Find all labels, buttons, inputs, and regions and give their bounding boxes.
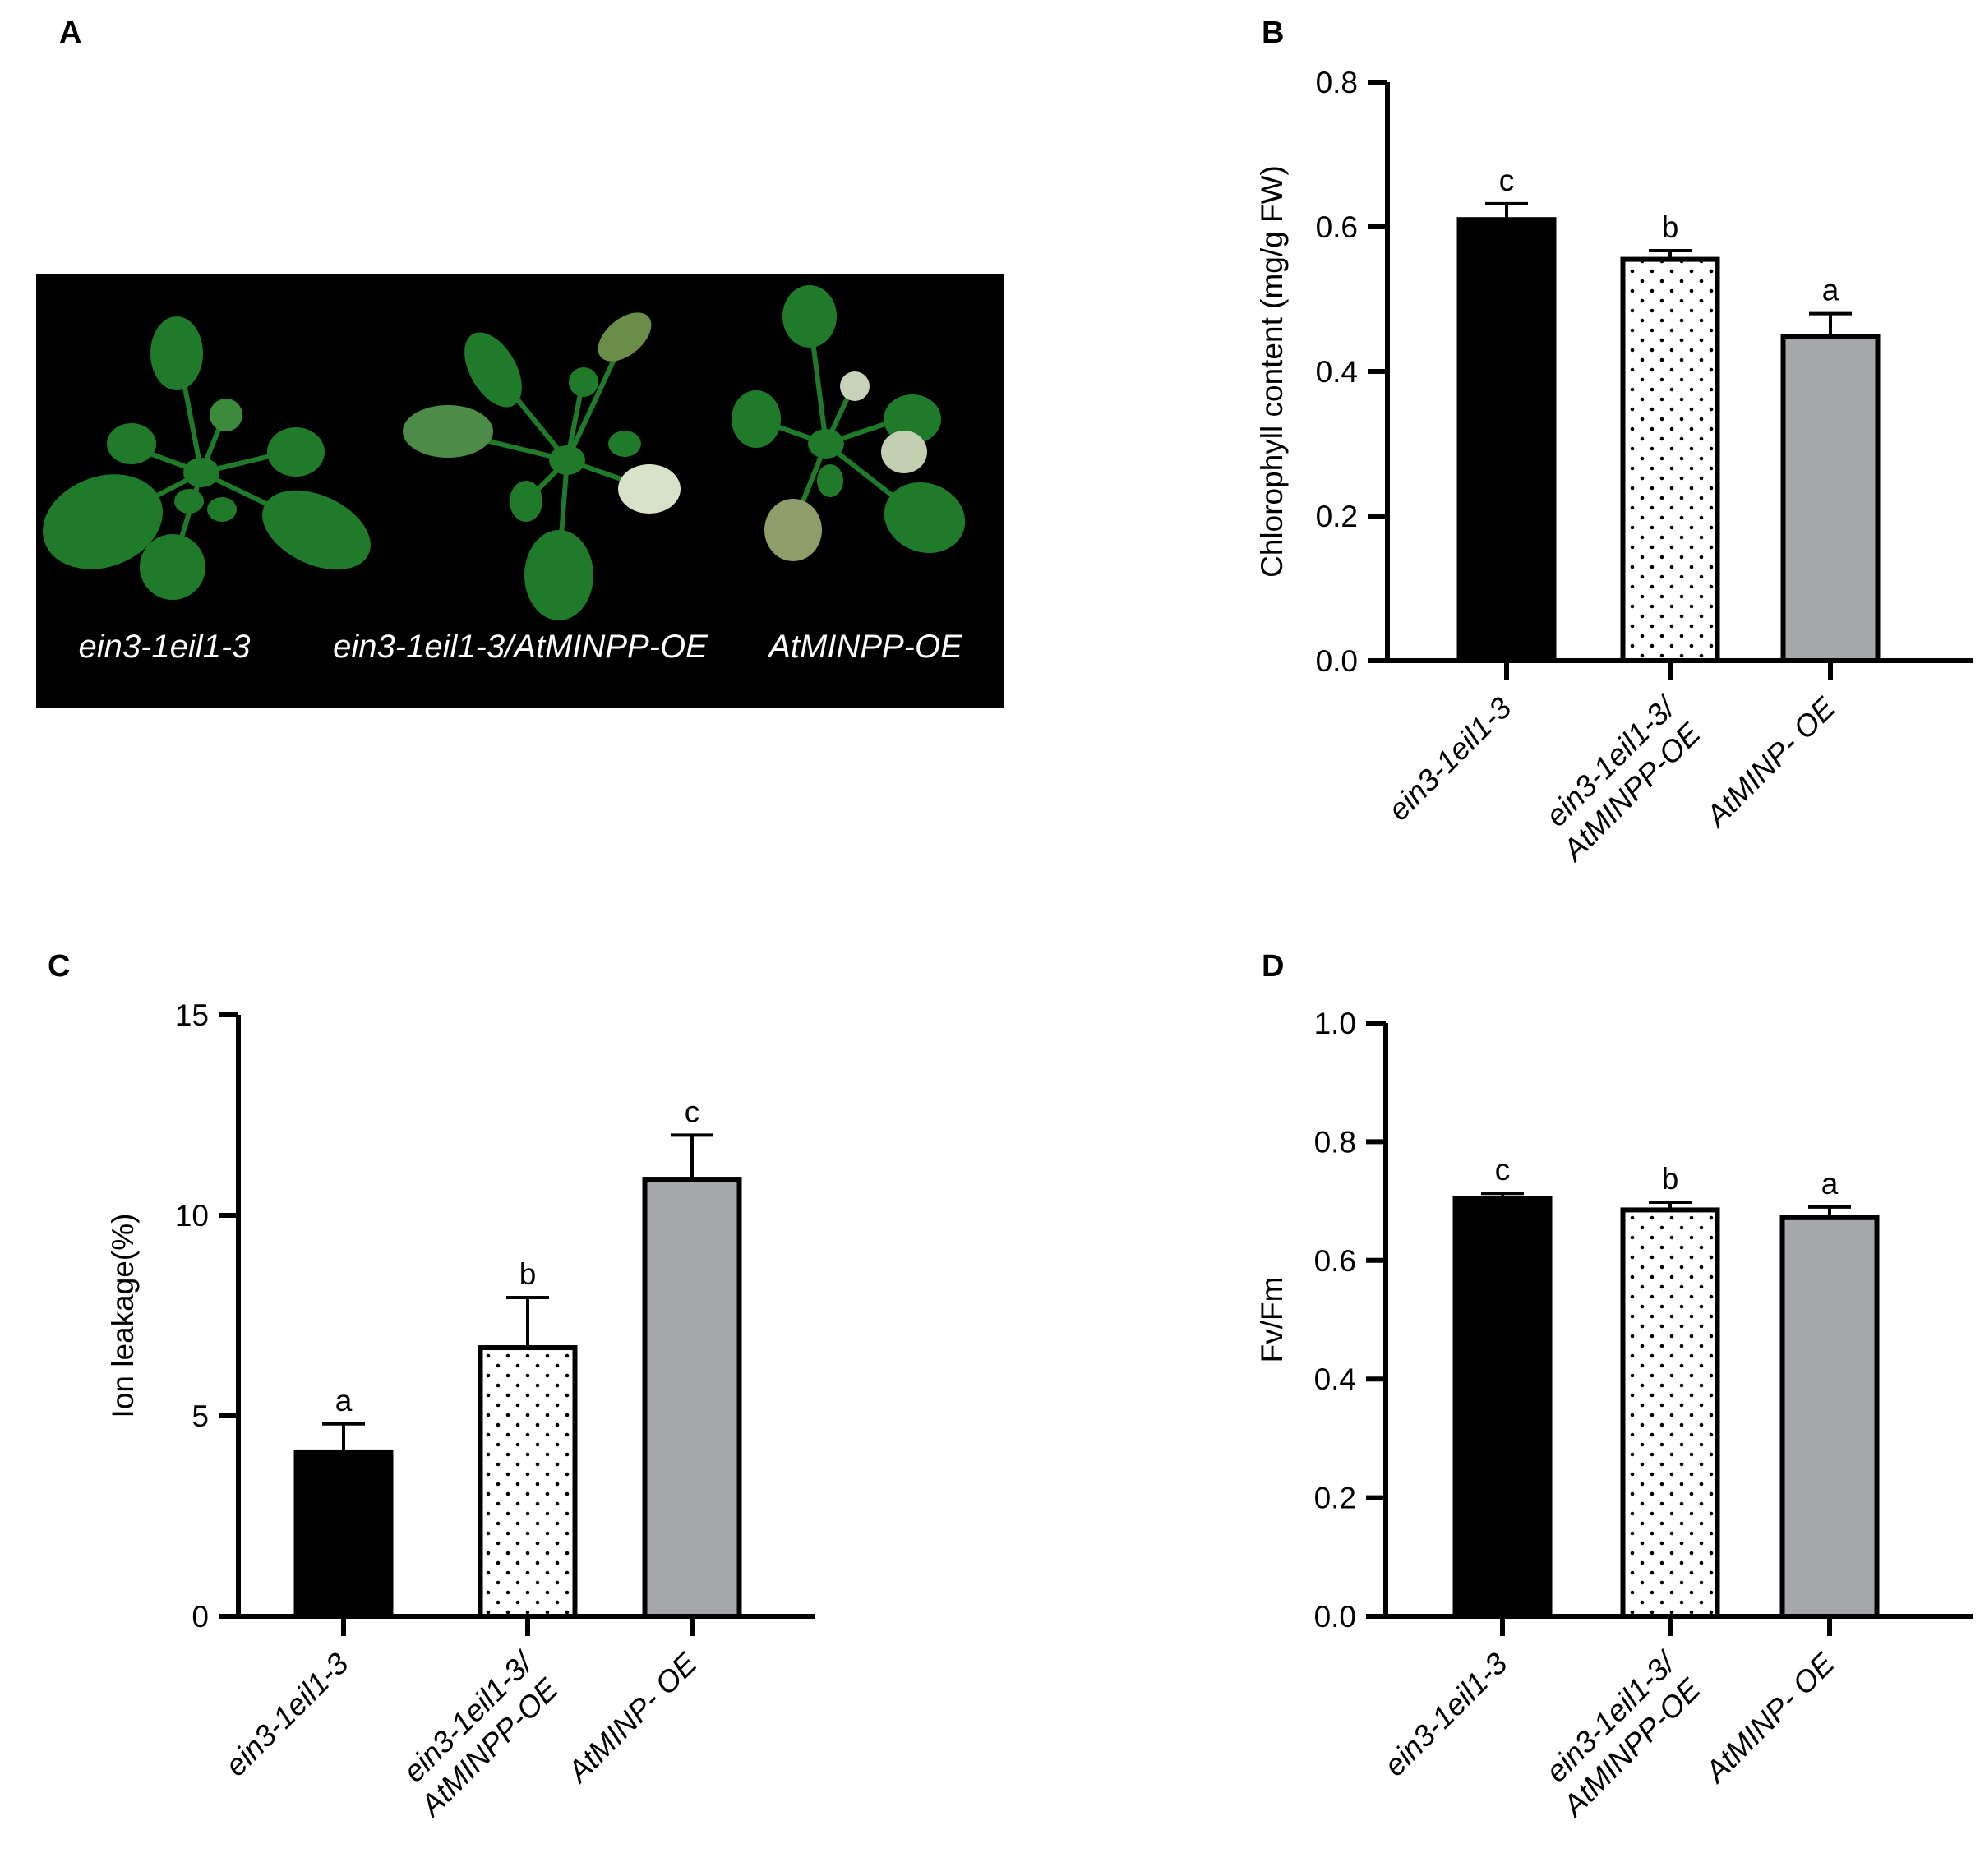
y-tick-label: 0.8 [1314,1125,1356,1159]
bar [1620,256,1720,663]
y-tick-label: 5 [192,1399,209,1433]
photo-label-2: ein3-1eil1-3/AtMINPP-OE [333,629,708,665]
category-label: AtMINP- OE [560,1646,704,1790]
rosette-plant-2 [403,312,681,620]
category-label-line: AtMINP- OE [1698,690,1842,834]
category-label: ein3-1eil1-3 [1382,690,1518,827]
y-axis-label: Ion leakage(%) [106,1214,140,1418]
panel-letter-d: D [1262,949,1284,984]
photo-panel: ein3-1eil1-3 ein3-1eil1-3/AtMINPP-OE AtM… [36,274,1004,708]
category-label: AtMINP- OE [1697,1646,1841,1790]
rosette-plant-3 [732,285,966,561]
significance-label: c [1495,1153,1511,1187]
bar [478,1345,578,1620]
chart-chlorophyll: 0.0 0.2 0.4 0.6 0.8 Chlorophyll content (mg/g… [1255,66,1973,868]
chart-fv-fm: 0.0 0.2 0.4 0.6 0.8 1.0 Fv/Fm c ein3-1eil1-3 b ein… [1255,1007,1973,1823]
y-tick-label: 0.0 [1314,1600,1356,1634]
y-tick-label: 0 [192,1600,209,1634]
y-tick-label: 0.6 [1316,210,1358,244]
category-label-line: AtMINP- OE [560,1646,704,1790]
y-tick-label: 0.6 [1314,1244,1356,1278]
significance-label: a [1822,274,1839,307]
y-tick-label: 0.8 [1316,66,1358,99]
significance-label: c [685,1095,700,1128]
y-tick-label: 15 [175,998,209,1032]
category-label-line: ein3-1eil1-3 [219,1646,355,1782]
bar [1620,1207,1720,1620]
significance-label: c [1499,164,1515,197]
y-axis-label: Chlorophyll content (mg/g FW) [1255,165,1289,578]
y-tick-label: 1.0 [1314,1007,1356,1040]
bar [1456,217,1557,663]
panel-letter-c: C [48,949,70,984]
bar [293,1449,394,1620]
panel-letter-b: B [1262,16,1284,50]
bar [1780,334,1881,663]
category-label: ein3-1eil1-3/AtMINPP-OE [387,1644,566,1823]
bar [1452,1195,1553,1619]
significance-label: b [1662,1162,1679,1196]
bar [1779,1215,1880,1620]
bar [642,1177,742,1619]
category-label: ein3-1eil1-3 [219,1646,355,1782]
significance-label: a [335,1384,353,1417]
significance-label: a [1821,1167,1839,1201]
y-tick-label: 0.2 [1314,1482,1356,1515]
photo-label-3: AtMINPP-OE [767,629,963,665]
significance-label: b [1662,210,1679,244]
significance-label: b [519,1257,537,1291]
chart-ion-leakage: 0 5 10 15 Ion leakage(%) a ein3-1eil1-3 b ein3-1… [106,998,815,1823]
y-tick-label: 0.4 [1314,1362,1356,1396]
y-tick-label: 0.4 [1316,355,1358,389]
rosette-plant-1 [43,316,371,600]
category-label: ein3-1eil1-3/AtMINPP-OE [1530,1644,1709,1823]
category-label-line: ein3-1eil1-3 [1382,690,1518,827]
photo-label-1: ein3-1eil1-3 [78,629,250,665]
category-label: ein3-1eil1-3 [1378,1646,1514,1782]
y-tick-label: 0.2 [1316,500,1358,533]
category-label: AtMINP- OE [1698,690,1842,834]
y-tick-label: 10 [175,1199,209,1233]
category-label-line: ein3-1eil1-3 [1378,1646,1514,1782]
category-label: ein3-1eil1-3/AtMINPP-OE [1530,689,1709,868]
y-axis-label: Fv/Fm [1255,1277,1289,1363]
category-label-line: AtMINP- OE [1697,1646,1841,1790]
y-tick-label: 0.0 [1316,644,1358,678]
panel-letter-a: A [59,16,81,50]
